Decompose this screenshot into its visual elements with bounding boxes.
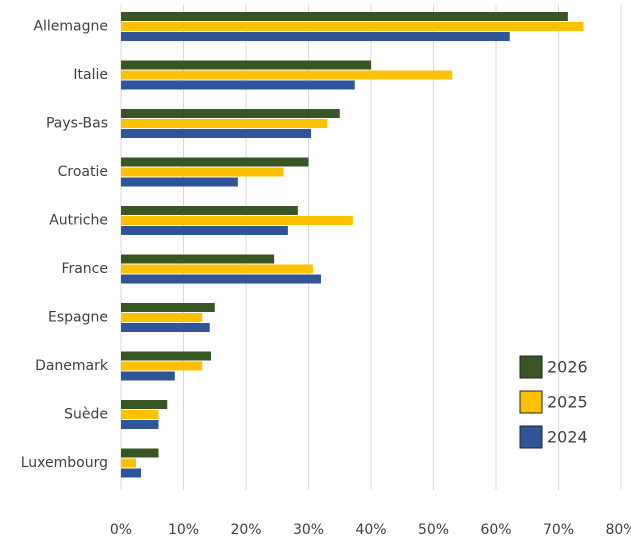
- legend-swatch: [519, 355, 543, 379]
- y-tick-label: Autriche: [49, 213, 108, 229]
- x-tick-label: 10%: [168, 522, 199, 538]
- legend-label: 2025: [547, 393, 588, 412]
- bar: [121, 177, 238, 187]
- bar: [121, 119, 328, 128]
- bar: [121, 264, 313, 274]
- x-tick-label: 50%: [418, 522, 449, 538]
- y-tick-label: Espagne: [48, 310, 108, 326]
- bar: [121, 254, 275, 264]
- x-tick-label: 20%: [230, 522, 261, 538]
- y-tick-label: Italie: [73, 67, 108, 83]
- bar: [121, 371, 175, 381]
- bar: [121, 274, 321, 284]
- y-tick-label: Allemagne: [33, 19, 108, 35]
- bar: [121, 448, 159, 458]
- bar: [121, 70, 453, 80]
- y-tick-label: Luxembourg: [21, 455, 108, 471]
- bar: [121, 22, 584, 31]
- bar: [121, 167, 284, 177]
- bar: [121, 458, 136, 468]
- bar: [121, 323, 210, 332]
- y-tick-label: Pays-Bas: [46, 116, 108, 132]
- bar: [121, 410, 159, 419]
- bar: [121, 420, 159, 429]
- x-tick-label: 70%: [543, 522, 574, 538]
- bar: [121, 468, 141, 478]
- x-tick-label: 0%: [110, 522, 132, 538]
- x-tick-label: 40%: [355, 522, 386, 538]
- bar: [121, 303, 215, 312]
- legend-swatch: [519, 390, 543, 414]
- bar: [121, 60, 371, 70]
- bar: [121, 226, 288, 235]
- bar: [121, 109, 340, 118]
- y-tick-label: Danemark: [35, 358, 109, 374]
- bar: [121, 12, 568, 21]
- bar: [121, 400, 168, 409]
- x-tick-label: 30%: [293, 522, 324, 538]
- y-tick-label: Croatie: [58, 164, 108, 180]
- bar: [121, 351, 211, 361]
- bar: [121, 361, 203, 371]
- bar: [121, 32, 510, 41]
- y-tick-label: France: [61, 261, 108, 277]
- legend-label: 2024: [547, 428, 588, 447]
- y-tick-label: Suède: [64, 407, 108, 423]
- legend-swatch: [519, 425, 543, 449]
- bar: [121, 313, 203, 322]
- bar: [121, 216, 353, 225]
- x-tick-label: 60%: [480, 522, 511, 538]
- x-tick-label: 80%: [605, 522, 631, 538]
- bar: [121, 157, 309, 167]
- bar: [121, 80, 355, 90]
- bar: [121, 129, 311, 138]
- bar: [121, 206, 298, 215]
- legend-label: 2026: [547, 358, 588, 377]
